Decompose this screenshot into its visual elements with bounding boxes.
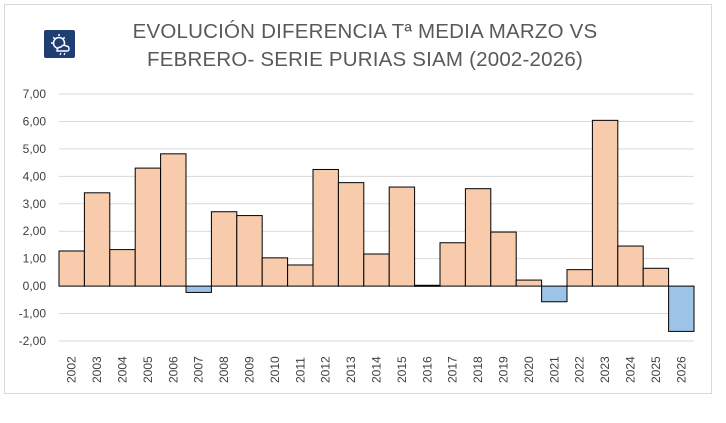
x-tick-label: 2025 (649, 356, 663, 383)
x-tick-label: 2012 (319, 356, 333, 383)
x-tick-label: 2013 (344, 356, 358, 383)
x-tick-label: 2020 (522, 356, 536, 383)
y-tick-label: 1,00 (23, 252, 47, 266)
bar (642, 267, 670, 287)
x-tick-label: 2016 (420, 356, 434, 383)
x-tick-label: 2026 (674, 356, 688, 383)
chart-title-line-1: EVOLUCIÓN DIFERENCIA Tª MEDIA MARZO VS (132, 20, 598, 43)
x-tick-label: 2010 (268, 356, 282, 383)
x-tick-label: 2023 (598, 356, 612, 383)
x-tick-label: 2007 (192, 356, 206, 383)
x-tick-label: 2005 (141, 356, 155, 383)
y-tick-label: 3,00 (23, 197, 47, 211)
bar (515, 279, 543, 287)
bar (312, 168, 339, 287)
bar (287, 264, 314, 287)
bar (464, 188, 492, 287)
logo (44, 30, 75, 58)
x-tick-label: 2008 (217, 356, 231, 383)
bar (439, 242, 466, 287)
y-tick-label: 4,00 (23, 169, 47, 183)
x-tick-label: 2006 (166, 356, 180, 383)
x-tick-label: 2022 (573, 356, 587, 383)
y-tick-label: -2,00 (19, 334, 47, 348)
x-tick-label: 2003 (90, 356, 104, 383)
bar (541, 285, 568, 303)
chart-title-line-2: FEBRERO- SERIE PURIAS SIAM (2002-2026) (147, 48, 583, 71)
bar (388, 186, 416, 287)
bar (261, 257, 289, 287)
bar (617, 245, 644, 287)
y-tick-label: 6,00 (23, 114, 47, 128)
bar (83, 192, 111, 287)
y-tick-label: 2,00 (23, 224, 47, 238)
bar (185, 285, 212, 293)
x-tick-label: 2009 (243, 356, 257, 383)
x-tick-label: 2014 (370, 356, 384, 383)
bar (337, 182, 365, 287)
bar (668, 285, 695, 332)
weather-sun-cloud-icon (51, 34, 70, 56)
bar (414, 284, 441, 287)
bar (236, 215, 263, 287)
x-tick-label: 2004 (116, 356, 130, 383)
y-tick-label: 7,00 (23, 87, 47, 101)
y-tick-label: 5,00 (23, 142, 47, 156)
bar (566, 269, 593, 287)
x-tick-label: 2021 (547, 356, 561, 383)
bar (210, 211, 238, 287)
bar (58, 250, 85, 287)
x-tick-label: 2024 (624, 356, 638, 383)
bar (109, 249, 136, 287)
y-tick-label: 0,00 (23, 279, 47, 293)
bar (591, 119, 619, 287)
x-tick-label: 2011 (293, 357, 307, 383)
x-tick-label: 2017 (446, 356, 460, 383)
y-tick-label: -1,00 (19, 307, 47, 321)
bar (490, 231, 517, 287)
x-tick-label: 2015 (395, 356, 409, 383)
bar (160, 153, 187, 287)
x-tick-label: 2002 (65, 356, 79, 383)
bar (134, 167, 162, 287)
bar (363, 253, 390, 287)
chart-title: EVOLUCIÓN DIFERENCIA Tª MEDIA MARZO VS F… (90, 18, 640, 74)
x-tick-label: 2018 (471, 356, 485, 383)
x-tick-label: 2019 (497, 356, 511, 383)
